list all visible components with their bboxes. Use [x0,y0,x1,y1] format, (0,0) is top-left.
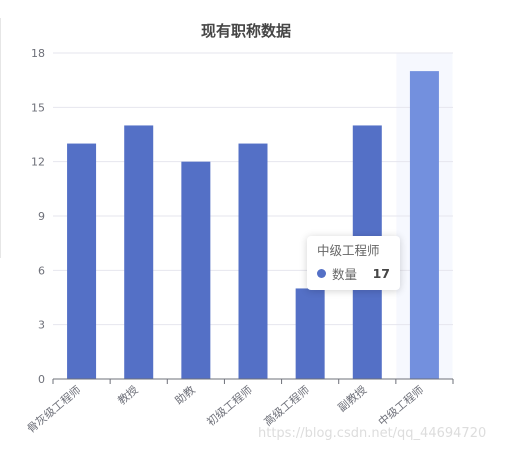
x-tick-label: 高级工程师 [261,383,312,429]
tooltip-row: 数量 17 [317,264,390,283]
y-tick-label: 0 [38,373,45,386]
x-tick-label: 初级工程师 [204,383,255,429]
y-tick-label: 12 [31,156,45,169]
y-tick-label: 3 [38,319,45,332]
x-tick-label: 副教授 [335,383,369,415]
x-tick-label: 教授 [115,383,141,408]
tooltip-value: 17 [372,266,390,281]
bars [67,71,439,379]
tooltip: 中级工程师 数量 17 [307,236,400,290]
series-dot-icon [317,269,326,278]
chart-title: 现有职称数据 [201,22,291,40]
y-tick-label: 15 [31,101,45,114]
y-tick-label: 9 [38,210,45,223]
bar[interactable] [181,161,211,379]
y-tick-label: 6 [38,264,45,277]
y-tick-label: 18 [31,47,45,60]
x-tick-label: 助教 [172,383,198,408]
left-border-line [0,18,1,258]
watermark: https://blog.csdn.net/qq_44694720 [258,426,487,441]
bar[interactable] [238,143,268,379]
bar[interactable] [295,288,325,379]
bar[interactable] [124,125,154,379]
tooltip-series-name: 数量 [332,267,358,282]
bar[interactable] [409,71,439,379]
y-axis-ticks: 0 3 6 9 12 15 18 [31,47,45,386]
bar[interactable] [67,143,97,379]
tooltip-title: 中级工程师 [317,243,380,258]
x-tick-label: 骨灰级工程师 [24,383,84,436]
x-tick-label: 中级工程师 [376,383,426,428]
